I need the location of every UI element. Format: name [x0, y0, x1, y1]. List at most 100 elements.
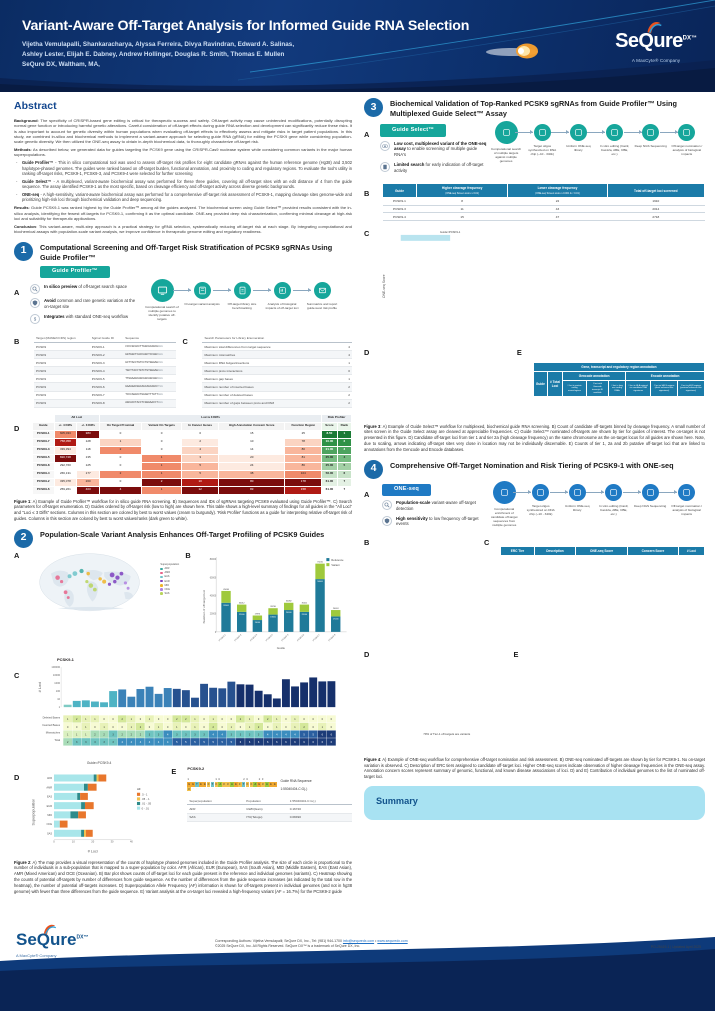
cell: 292,760 — [53, 461, 78, 471]
svg-text:3: 3 — [149, 733, 151, 736]
variant-base: · — [212, 786, 213, 790]
col-dels: # loci w/ dELS regions (distal enhancer-… — [650, 380, 678, 398]
svg-text:1: 1 — [212, 718, 214, 721]
workflow-caption: Uniform ONE-seq library — [566, 144, 591, 153]
svg-text:AF: AF — [137, 787, 141, 791]
col-high-annotation-concern-score: High Annotation Concern Score — [218, 421, 286, 431]
variant-base: · — [250, 786, 252, 790]
svg-text:0: 0 — [167, 725, 169, 728]
svg-text:0: 0 — [313, 718, 315, 721]
svg-text:5: 5 — [185, 741, 187, 744]
cell: 260 — [76, 477, 101, 487]
svg-text:6: 6 — [240, 741, 242, 744]
affiliation: SeQure DX, Waltham, MA, — [22, 61, 100, 69]
swirl-icon — [43, 924, 57, 935]
arrow-icon — [549, 489, 568, 494]
figure-1-label: Figure 1 — [14, 498, 31, 504]
bar-segment — [53, 801, 82, 809]
svg-text:3: 3 — [112, 733, 114, 736]
feature-text: In silico preview of off-target search s… — [44, 284, 127, 290]
workflow-step: Target oligos synthesized on DNA chip (~… — [522, 483, 568, 516]
abstract-conclusion: Conclusion: This variant-aware, multi-st… — [14, 224, 352, 235]
svg-text:1: 1 — [149, 718, 151, 721]
svg-text:2: 2 — [67, 741, 69, 744]
fig3D-chart — [380, 348, 514, 418]
svg-text:0: 0 — [167, 718, 169, 721]
svg-text:Reference: Reference — [332, 558, 345, 562]
bar — [281, 678, 290, 707]
brand-suffix: DX™ — [682, 35, 697, 42]
cell: 1 — [140, 453, 183, 463]
svg-text:1: 1 — [194, 718, 196, 721]
risk-stratification-table: All Loci Loci ≤ 3 Diffs Risk Profiler Gu… — [32, 413, 353, 495]
chromosome-track-panel — [380, 348, 514, 420]
col-population: Population — [244, 797, 288, 806]
panel-label-1A: A — [14, 288, 20, 298]
footer-logo: SeQureDX™ A MaxCyte® Company — [16, 924, 88, 959]
figure-1-caption: Figure 1: A) Example of Guide Profiler™ … — [14, 499, 352, 522]
cell: 81 — [284, 453, 323, 463]
cell-value: 1 — [341, 358, 352, 368]
svg-text:3: 3 — [185, 733, 187, 736]
abstract-results-label: Results — [14, 205, 29, 211]
svg-text:4: 4 — [294, 733, 296, 736]
svg-text:3: 3 — [194, 733, 196, 736]
cell: 5 — [181, 461, 220, 471]
sequence-base: G — [269, 782, 273, 787]
svg-text:2: 2 — [212, 725, 214, 728]
col-in-cancer-genes: In Cancer Genes — [181, 421, 220, 431]
workflow-step: Computational search of multiple targets… — [488, 121, 534, 163]
one-seq-pill: ONE-seq — [382, 483, 432, 496]
workflow-step: Uniform ONE-seq library — [559, 483, 605, 512]
cell: 0 — [99, 429, 142, 439]
svg-text:6: 6 — [322, 733, 324, 736]
email-link[interactable]: info@sequredx.com — [342, 939, 375, 943]
svg-text:1: 1 — [131, 725, 133, 728]
table-row: Maximum RNA bulges/insertions 1 — [202, 358, 352, 368]
svg-text:EUR: EUR — [47, 803, 53, 807]
workflow-caption: Off-target nomination / analysis of biol… — [671, 503, 703, 516]
cell: 12 — [181, 485, 220, 495]
svg-text:4: 4 — [131, 741, 133, 744]
abstract-bullet-guide-select: Guide Select™ - A multiplexed, variant-a… — [14, 179, 352, 190]
col-target-region: Target (MANE/CCDS) region — [34, 334, 90, 344]
col-total-screened: Total off-target loci screened — [606, 183, 706, 198]
workflow-step: Off-target nomination / analysis of biol… — [668, 483, 704, 516]
sequence-base: G — [191, 782, 195, 787]
col-search-params: Search Parameters for Library Enumeratio… — [202, 334, 352, 344]
table-row: PCSK9 PCSK9-4 TGCTTACCTGTCTGTGGAAGAGG — [34, 366, 177, 376]
legend-title: Superpopulation — [160, 562, 180, 566]
sequence-base: A — [230, 782, 234, 787]
svg-text:22000: 22000 — [302, 614, 308, 616]
fig3C-chart: ONE-seq Score Guide=PCSK9-1 — [382, 230, 461, 298]
feature-text: High sensitivity to low frequency off-ta… — [396, 516, 486, 528]
cell: 7 — [336, 485, 353, 495]
svg-text:2: 2 — [140, 733, 142, 736]
cell: ITU(Telugu) — [244, 813, 288, 822]
monitor-icon — [492, 480, 516, 504]
group-gencode: Gencode annotation — [562, 371, 627, 382]
sequence-base: C — [214, 782, 219, 787]
cell: 0 — [140, 445, 183, 455]
copyright: ©2025 SeQure DX, Inc. All Rights Reserve… — [215, 944, 361, 949]
cell: 1 — [99, 437, 142, 447]
cell: PCSK9-6 — [32, 485, 55, 495]
monitor-icon — [150, 279, 174, 303]
sequence-base: G — [199, 782, 203, 787]
arrow-icon — [515, 130, 534, 135]
table-row: PCSK9-1 605,033 383 0 0 0 15 25 8.50 1 — [32, 429, 353, 439]
bar — [191, 697, 199, 707]
svg-text:0: 0 — [103, 718, 105, 721]
cell: 10.00 — [321, 437, 338, 447]
svg-text:3: 3 — [203, 733, 205, 736]
website-link[interactable]: www.sequredx.com — [377, 939, 408, 943]
workflow-caption: Computational enrichment of candidate of… — [490, 506, 518, 527]
bar-segment — [53, 820, 60, 828]
cell-sequence: TTGGAAGCAGCGGCAGCAGCGGG — [123, 374, 177, 384]
cell: 2 — [336, 437, 353, 447]
bar-reference — [253, 619, 263, 632]
cell-sequence: CCCCGCACCTTGGCGCAGCGGGG — [123, 342, 177, 352]
table-row: PCSK9-2 335,078 260 0 2 10 80 178 61.00 7 — [32, 477, 353, 487]
feature-text: Avoid common and rare genetic variation … — [44, 298, 142, 310]
arrow-icon — [622, 489, 641, 494]
